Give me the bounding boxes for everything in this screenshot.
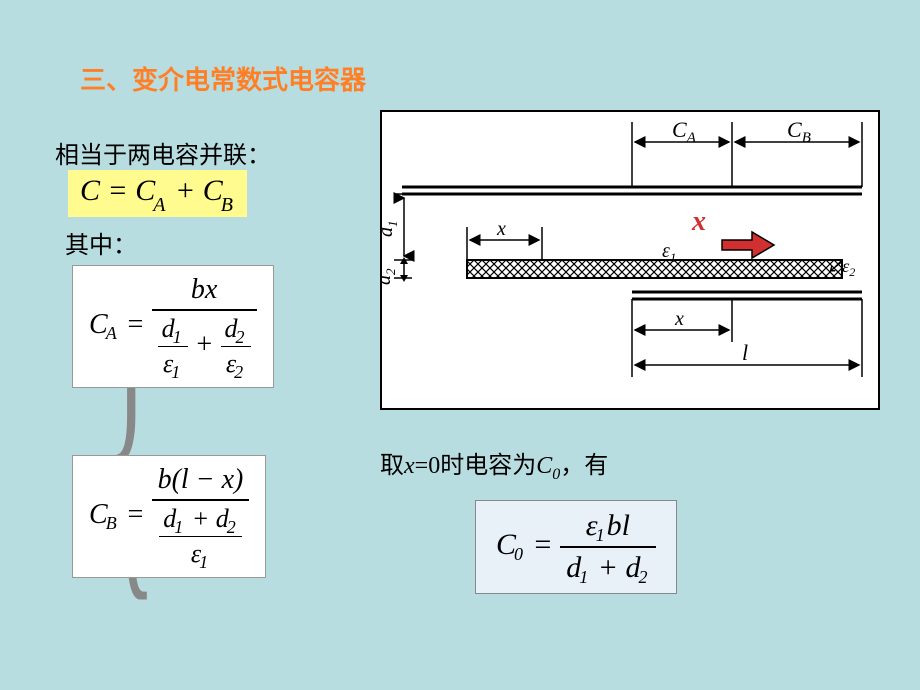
numerator: ε1bl (560, 509, 655, 548)
var-c: C (80, 174, 100, 207)
denominator: d1ε1 + d2ε2 (152, 311, 257, 379)
label-e2: ↙ε2 (827, 256, 855, 279)
sub-b: B (221, 194, 233, 216)
text-parallel: 相当于两电容并联： (55, 135, 271, 170)
var-c0: C (496, 528, 516, 561)
diagram-svg: CA CB d1 d2 x ε1 ↙ε2 x x l (382, 112, 882, 412)
capacitor-diagram: CA CB d1 d2 x ε1 ↙ε2 x x l (380, 110, 880, 410)
op-plus: + (188, 329, 221, 360)
den-e1: ε1 (158, 347, 188, 379)
equation-cb: CB = b(l − x)d1 + d2ε1 (72, 455, 266, 578)
var-c: C (536, 453, 552, 479)
label-d2: d2 (382, 268, 398, 285)
op-eq: = (525, 528, 560, 561)
sub-b: B (106, 513, 117, 533)
label-x-small: x (496, 218, 506, 240)
dielectric-rect (467, 260, 842, 278)
denominator: d1 + d2 (560, 548, 655, 585)
op-eq: = (119, 499, 152, 530)
label-ca: CA (672, 117, 697, 146)
op-eq: = (100, 174, 135, 207)
sub-a: A (106, 323, 117, 343)
fraction-ca: bxd1ε1 + d2ε2 (152, 274, 257, 379)
sub-0: 0 (514, 544, 523, 564)
frac-d2e2: d2ε2 (221, 314, 251, 379)
txt-post: ，有 (560, 453, 608, 479)
var-cb: C (203, 174, 223, 207)
var-ca: C (89, 309, 108, 340)
section-title: 三、变介电常数式电容器 (80, 60, 366, 97)
den-e1: ε1 (159, 537, 242, 569)
label-x-red: x (691, 206, 706, 237)
op-eq: = (119, 309, 152, 340)
equation-parallel: C = CA + CB (68, 170, 247, 217)
fraction-c0: ε1bld1 + d2 (560, 509, 655, 585)
frac-inner: d1 + d2ε1 (159, 504, 242, 569)
txt-eq: =0时电容为 (415, 453, 537, 479)
red-arrow-icon (722, 232, 774, 258)
frac-d1e1: d1ε1 (158, 314, 188, 379)
text-x0-condition: 取x=0时电容为C0，有 (380, 445, 608, 484)
label-d1: d1 (382, 221, 400, 238)
equation-c0: C0 = ε1bld1 + d2 (475, 500, 677, 594)
den-e2: ε2 (221, 347, 251, 379)
var-cb: C (89, 499, 108, 530)
numerator: bx (152, 274, 257, 311)
equation-ca: CA = bxd1ε1 + d2ε2 (72, 265, 274, 388)
num-d1d2: d1 + d2 (159, 504, 242, 537)
num-d2: d2 (221, 314, 251, 347)
txt-pre: 取 (380, 453, 404, 479)
numerator: b(l − x) (152, 464, 250, 501)
denominator: d1 + d2ε1 (152, 501, 250, 569)
fraction-cb: b(l − x)d1 + d2ε1 (152, 464, 250, 569)
label-x-bot: x (674, 308, 684, 330)
label-l: l (742, 340, 748, 365)
var-x: x (404, 453, 415, 479)
label-cb: CB (787, 117, 811, 146)
label-e1: ε1 (662, 240, 676, 265)
sub-a: A (153, 194, 165, 216)
num-d1: d1 (158, 314, 188, 347)
op-plus: + (168, 174, 203, 207)
